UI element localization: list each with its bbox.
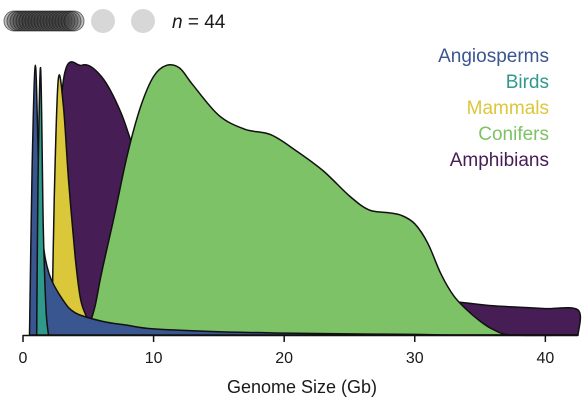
sample-size-label: n = 44 [172,12,226,33]
sample-marker-faint [131,9,155,33]
density-area-angiosperms [28,64,579,336]
sample-size-value: = 44 [183,12,226,33]
x-axis-title: Genome Size (Gb) [227,377,377,397]
density-series [28,61,582,337]
x-tick-label: 0 [19,350,28,367]
legend-entry-conifers: Conifers [478,124,549,145]
x-tick-label: 40 [536,350,554,367]
legend-entry-birds: Birds [506,72,549,93]
x-axis: 0 10 20 30 40 [19,334,578,367]
sample-marker-faint [91,9,115,33]
legend-entry-amphibians: Amphibians [450,150,549,171]
legend-entry-mammals: Mammals [467,98,549,119]
legend: Angiosperms Birds Mammals Conifers Amphibian… [438,46,549,171]
x-tick-label: 10 [145,350,163,367]
x-tick-label: 30 [406,350,424,367]
sample-size-prefix: n [172,12,183,33]
density-area-birds [35,67,50,336]
legend-entry-angiosperms: Angiosperms [438,46,549,67]
sample-marker-stacked [63,10,85,32]
density-area-mammals [50,74,93,336]
sample-size-markers [3,9,155,33]
density-area-conifers [81,63,579,337]
sample-size-annotation: n = 44 [3,9,226,33]
x-tick-label: 20 [275,350,293,367]
